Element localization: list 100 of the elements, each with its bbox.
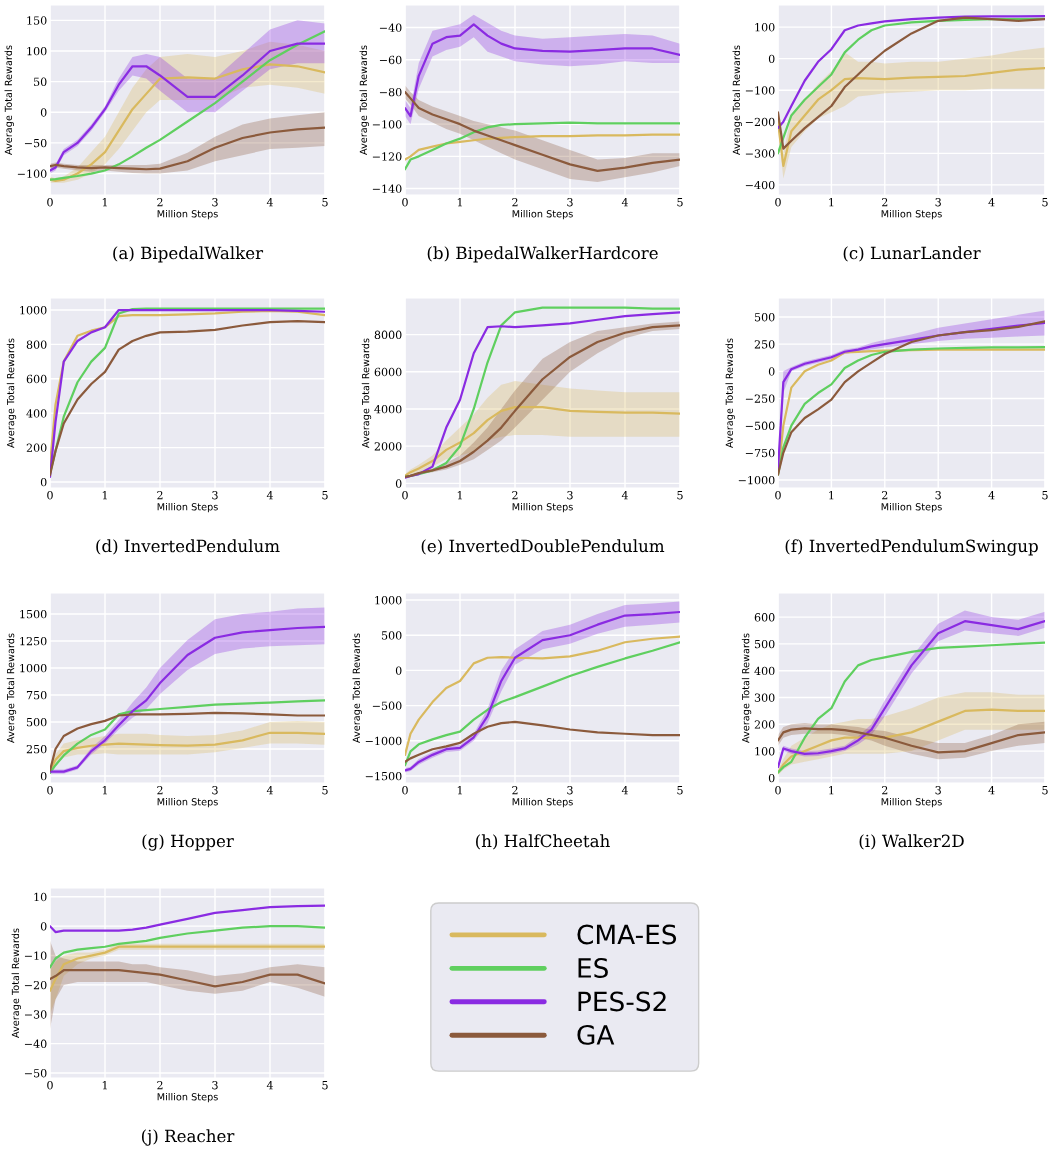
line-series	[50, 63, 325, 183]
x-tick-label: 5	[322, 786, 328, 795]
x-tick-label: 2	[882, 490, 888, 500]
x-axis-title: Million Steps	[881, 502, 942, 513]
y-tick-label: −30	[24, 1010, 47, 1019]
x-tick-label: 3	[935, 490, 941, 500]
x-tick-label: 5	[677, 198, 683, 207]
y-tick-label: 600	[26, 374, 47, 384]
legend-label: PES-S2	[578, 991, 666, 1012]
x-tick-label: 1	[102, 1080, 107, 1090]
x-tick-label: 1	[457, 490, 462, 500]
x-tick-label: 5	[322, 198, 328, 207]
x-tick-label: 3	[212, 197, 218, 207]
y-tick-label: 300	[754, 693, 775, 702]
y-tick-label: 0	[40, 771, 47, 781]
x-tick-label: 5	[677, 491, 683, 500]
y-tick-label: −500	[745, 421, 775, 431]
y-axis-title: Average Total Rewards	[361, 338, 372, 448]
x-tick-label: 1	[829, 785, 834, 795]
y-tick-label: 100	[27, 46, 47, 56]
y-tick-label: −1000	[738, 475, 775, 485]
x-tick-label: 4	[266, 197, 273, 207]
y-tick-label: 1250	[20, 636, 47, 646]
line-series	[50, 969, 325, 988]
y-tick-label: 0	[395, 666, 402, 675]
y-axis-title: Average Total Rewards	[359, 45, 369, 155]
y-tick-label: −40	[379, 23, 402, 32]
x-tick-label: 2	[882, 197, 888, 207]
x-axis-title: Million Steps	[157, 797, 218, 808]
y-tick-label: 2000	[374, 442, 402, 451]
text: (j) Reacher	[141, 1129, 235, 1146]
x-tick-label: 4	[266, 490, 273, 500]
line-series	[405, 121, 680, 171]
y-axis-title: Average Total Rewards	[732, 45, 742, 155]
line-series	[778, 14, 1045, 130]
line-series	[50, 711, 325, 772]
text: (d) InvertedPendulum	[96, 539, 280, 555]
x-axis-title: Million Steps	[512, 797, 573, 808]
y-tick-label: −60	[379, 55, 402, 65]
x-tick-label: 1	[457, 197, 462, 207]
legend-label: GA	[577, 1024, 615, 1045]
x-tick-label: 3	[567, 490, 573, 500]
line-series	[405, 133, 680, 161]
x-tick-label: 2	[157, 197, 163, 207]
y-tick-label: −1500	[365, 771, 402, 781]
text: (a) BipedalWalker	[113, 246, 264, 263]
y-tick-label: −100	[745, 86, 775, 95]
y-tick-label: −1000	[365, 736, 402, 746]
y-tick-label: −50	[24, 138, 47, 148]
y-tick-label: 400	[754, 666, 775, 676]
x-tick-label: 1	[829, 490, 834, 500]
y-tick-label: −120	[372, 152, 402, 161]
y-tick-label: 50	[34, 77, 47, 86]
y-tick-label: 8000	[374, 330, 402, 339]
x-tick-label: 4	[988, 785, 995, 795]
y-tick-label: 600	[754, 613, 775, 622]
y-tick-label: −750	[745, 448, 775, 458]
x-tick-label: 5	[677, 786, 683, 795]
text: (c) LunarLander	[843, 246, 981, 262]
y-tick-label: 0	[395, 479, 402, 488]
y-tick-label: 0	[40, 922, 47, 931]
y-axis-title: Average Total Rewards	[6, 633, 17, 743]
y-tick-label: 6000	[374, 367, 402, 377]
x-tick-label: 5	[1042, 786, 1048, 795]
x-tick-label: 2	[157, 490, 163, 500]
x-tick-label: 2	[157, 1080, 163, 1090]
y-tick-label: 0	[40, 108, 47, 117]
y-tick-label: −250	[745, 394, 775, 403]
line-series	[405, 406, 680, 478]
line-series	[50, 925, 325, 969]
line-series	[405, 90, 680, 172]
y-tick-label: 100	[755, 747, 775, 756]
y-tick-label: 0	[768, 367, 775, 376]
x-tick-label: 4	[621, 197, 628, 207]
line-series	[50, 699, 325, 774]
y-tick-label: 4000	[374, 404, 402, 414]
x-axis-title: Million Steps	[157, 209, 218, 220]
x-tick-label: 3	[212, 1080, 218, 1090]
y-tick-label: −40	[24, 1039, 47, 1049]
x-tick-label: 3	[935, 197, 941, 207]
y-axis-title: Average Total Rewards	[6, 338, 17, 448]
y-tick-label: 200	[754, 720, 775, 729]
line-series	[778, 727, 1045, 754]
text: (f) InvertedPendulumSwingup	[785, 539, 1038, 556]
x-axis-title: Million Steps	[881, 209, 942, 220]
y-tick-label: 1000	[20, 306, 47, 315]
y-tick-label: 250	[26, 744, 47, 754]
y-tick-label: 400	[26, 409, 47, 418]
y-axis-title: Average Total Rewards	[352, 633, 362, 743]
x-axis-title: Million Steps	[881, 797, 942, 808]
y-tick-label: 500	[754, 312, 775, 322]
x-tick-label: 3	[212, 785, 218, 795]
y-tick-label: −300	[745, 149, 775, 158]
x-tick-label: 2	[512, 490, 518, 500]
y-tick-label: −500	[372, 701, 402, 710]
x-tick-label: 4	[988, 490, 995, 500]
x-tick-label: 3	[567, 197, 573, 207]
x-tick-label: 2	[157, 785, 163, 795]
y-tick-label: −400	[745, 180, 775, 190]
y-tick-label: 500	[381, 631, 402, 640]
